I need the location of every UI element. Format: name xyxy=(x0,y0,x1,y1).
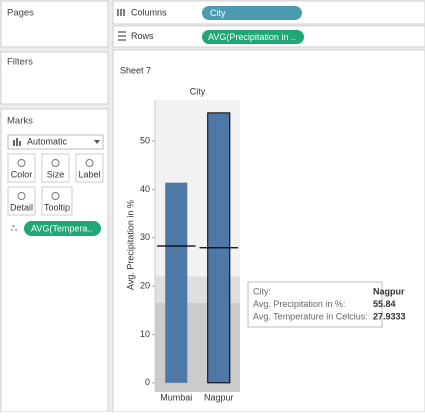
rows-label: Rows xyxy=(131,31,154,41)
y-axis-label: Avg. Precipitation in % xyxy=(125,200,135,290)
rows-pill-text: AVG(Precipitation in .. xyxy=(208,32,296,42)
marks-title: Marks xyxy=(7,116,33,127)
mark-buttons: Color Size Label Detail Tooltip xyxy=(7,153,104,216)
x-tick-label: Mumbai xyxy=(160,392,192,402)
tooltip-label: Avg. Precipitation in %: xyxy=(253,299,345,309)
y-tick-label: 30 xyxy=(140,232,150,242)
tooltip-value: Nagpur xyxy=(373,286,405,296)
tooltip-box xyxy=(247,281,383,328)
mark-type: Automatic xyxy=(27,136,68,146)
pages-title: Pages xyxy=(7,8,34,19)
columns-pill-text: City xyxy=(210,8,226,18)
icon xyxy=(16,138,18,146)
sheet-title: Sheet 7 xyxy=(120,65,151,75)
tooltip-value: 27.9333 xyxy=(373,311,406,321)
x-header: City xyxy=(190,86,206,96)
icon xyxy=(13,140,15,146)
mark-button[interactable] xyxy=(75,153,104,183)
tooltip-value: 55.84 xyxy=(373,299,396,309)
mark-button-label: Label xyxy=(78,169,100,179)
mark-button[interactable] xyxy=(7,186,36,216)
icon xyxy=(118,31,126,41)
dropdown-arrow xyxy=(94,140,100,144)
x-tick-label: Nagpur xyxy=(204,392,234,402)
y-tick-label: 0 xyxy=(145,377,150,387)
marks-pill[interactable] xyxy=(24,221,101,236)
tooltip-label: City: xyxy=(253,286,271,296)
columns-label: Columns xyxy=(131,7,167,17)
y-tick-label: 10 xyxy=(140,329,150,339)
filters-panel xyxy=(0,51,109,105)
mark-button-label: Size xyxy=(47,169,65,179)
mark-button[interactable] xyxy=(41,186,73,216)
icon xyxy=(19,141,21,146)
icon xyxy=(51,159,60,167)
icon xyxy=(17,192,26,200)
y-tick-label: 20 xyxy=(140,281,150,291)
icon xyxy=(17,159,26,167)
tooltip: City: Nagpur Avg. Precipitation in %: 55.84… xyxy=(247,281,406,328)
mark-type-dropdown[interactable] xyxy=(7,134,104,150)
columns-pill[interactable] xyxy=(202,6,302,20)
marks-pill-text: AVG(Tempera.. xyxy=(31,223,92,233)
pages-panel xyxy=(0,0,109,48)
mark-button-label: Color xyxy=(11,169,33,179)
mark-button-label: Tooltip xyxy=(44,202,70,212)
y-tick-label: 50 xyxy=(140,135,150,145)
chart: City Avg. Precipitation in % 0 10 20 30 40 50 Mu… xyxy=(125,86,240,402)
mark-button[interactable] xyxy=(41,153,70,183)
mark-button[interactable] xyxy=(7,153,36,183)
y-tick-label: 40 xyxy=(140,184,150,194)
icon xyxy=(51,192,60,200)
bar xyxy=(165,182,188,383)
tooltip-label: Avg. Temperature in Celcius: xyxy=(253,311,368,321)
icon xyxy=(117,9,125,16)
icon xyxy=(85,159,94,167)
filters-title: Filters xyxy=(7,57,33,68)
rows-pill[interactable] xyxy=(202,30,304,44)
icon xyxy=(11,225,17,231)
mark-button-label: Detail xyxy=(10,202,33,212)
